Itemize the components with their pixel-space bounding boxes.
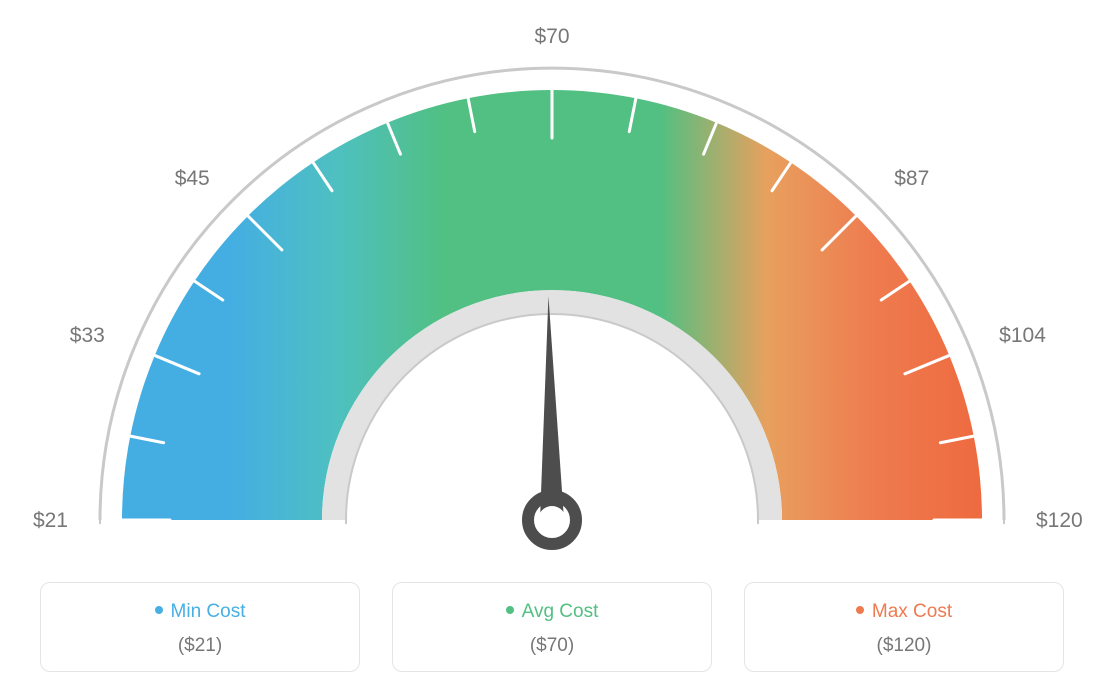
legend-label: Max Cost	[872, 601, 952, 622]
tick-label: $45	[175, 167, 210, 190]
tick-label: $120	[1036, 509, 1083, 532]
legend-box: Max Cost ($120)	[744, 582, 1064, 672]
legend-title: Min Cost	[51, 601, 349, 623]
legend-value: ($21)	[51, 635, 349, 657]
legend-label: Avg Cost	[522, 601, 599, 622]
gauge-svg: $21 $33 $45 $70 $87 $104 $120	[0, 0, 1104, 560]
legend-title: Avg Cost	[403, 601, 701, 623]
legend-label: Min Cost	[171, 601, 246, 622]
legend-dot-icon	[506, 606, 514, 614]
tick-label: $87	[894, 167, 929, 190]
tick-label: $33	[70, 324, 105, 347]
gauge: $21 $33 $45 $70 $87 $104 $120	[0, 0, 1104, 560]
legend-value: ($70)	[403, 635, 701, 657]
legend-value: ($120)	[755, 635, 1053, 657]
legend-dot-icon	[155, 606, 163, 614]
legend-dot-icon	[856, 606, 864, 614]
tick-label: $70	[534, 25, 569, 48]
tick-label: $104	[999, 324, 1046, 347]
legend: Min Cost ($21) Avg Cost ($70) Max Cost ($120)	[40, 582, 1064, 672]
needle-hub-hole	[538, 506, 566, 534]
legend-title: Max Cost	[755, 601, 1053, 623]
legend-box: Min Cost ($21)	[40, 582, 360, 672]
legend-box: Avg Cost ($70)	[392, 582, 712, 672]
needle	[540, 296, 564, 520]
gauge-chart-container: $21 $33 $45 $70 $87 $104 $120 Min Cost ($21) Avg…	[0, 0, 1104, 690]
tick-label: $21	[33, 509, 68, 532]
